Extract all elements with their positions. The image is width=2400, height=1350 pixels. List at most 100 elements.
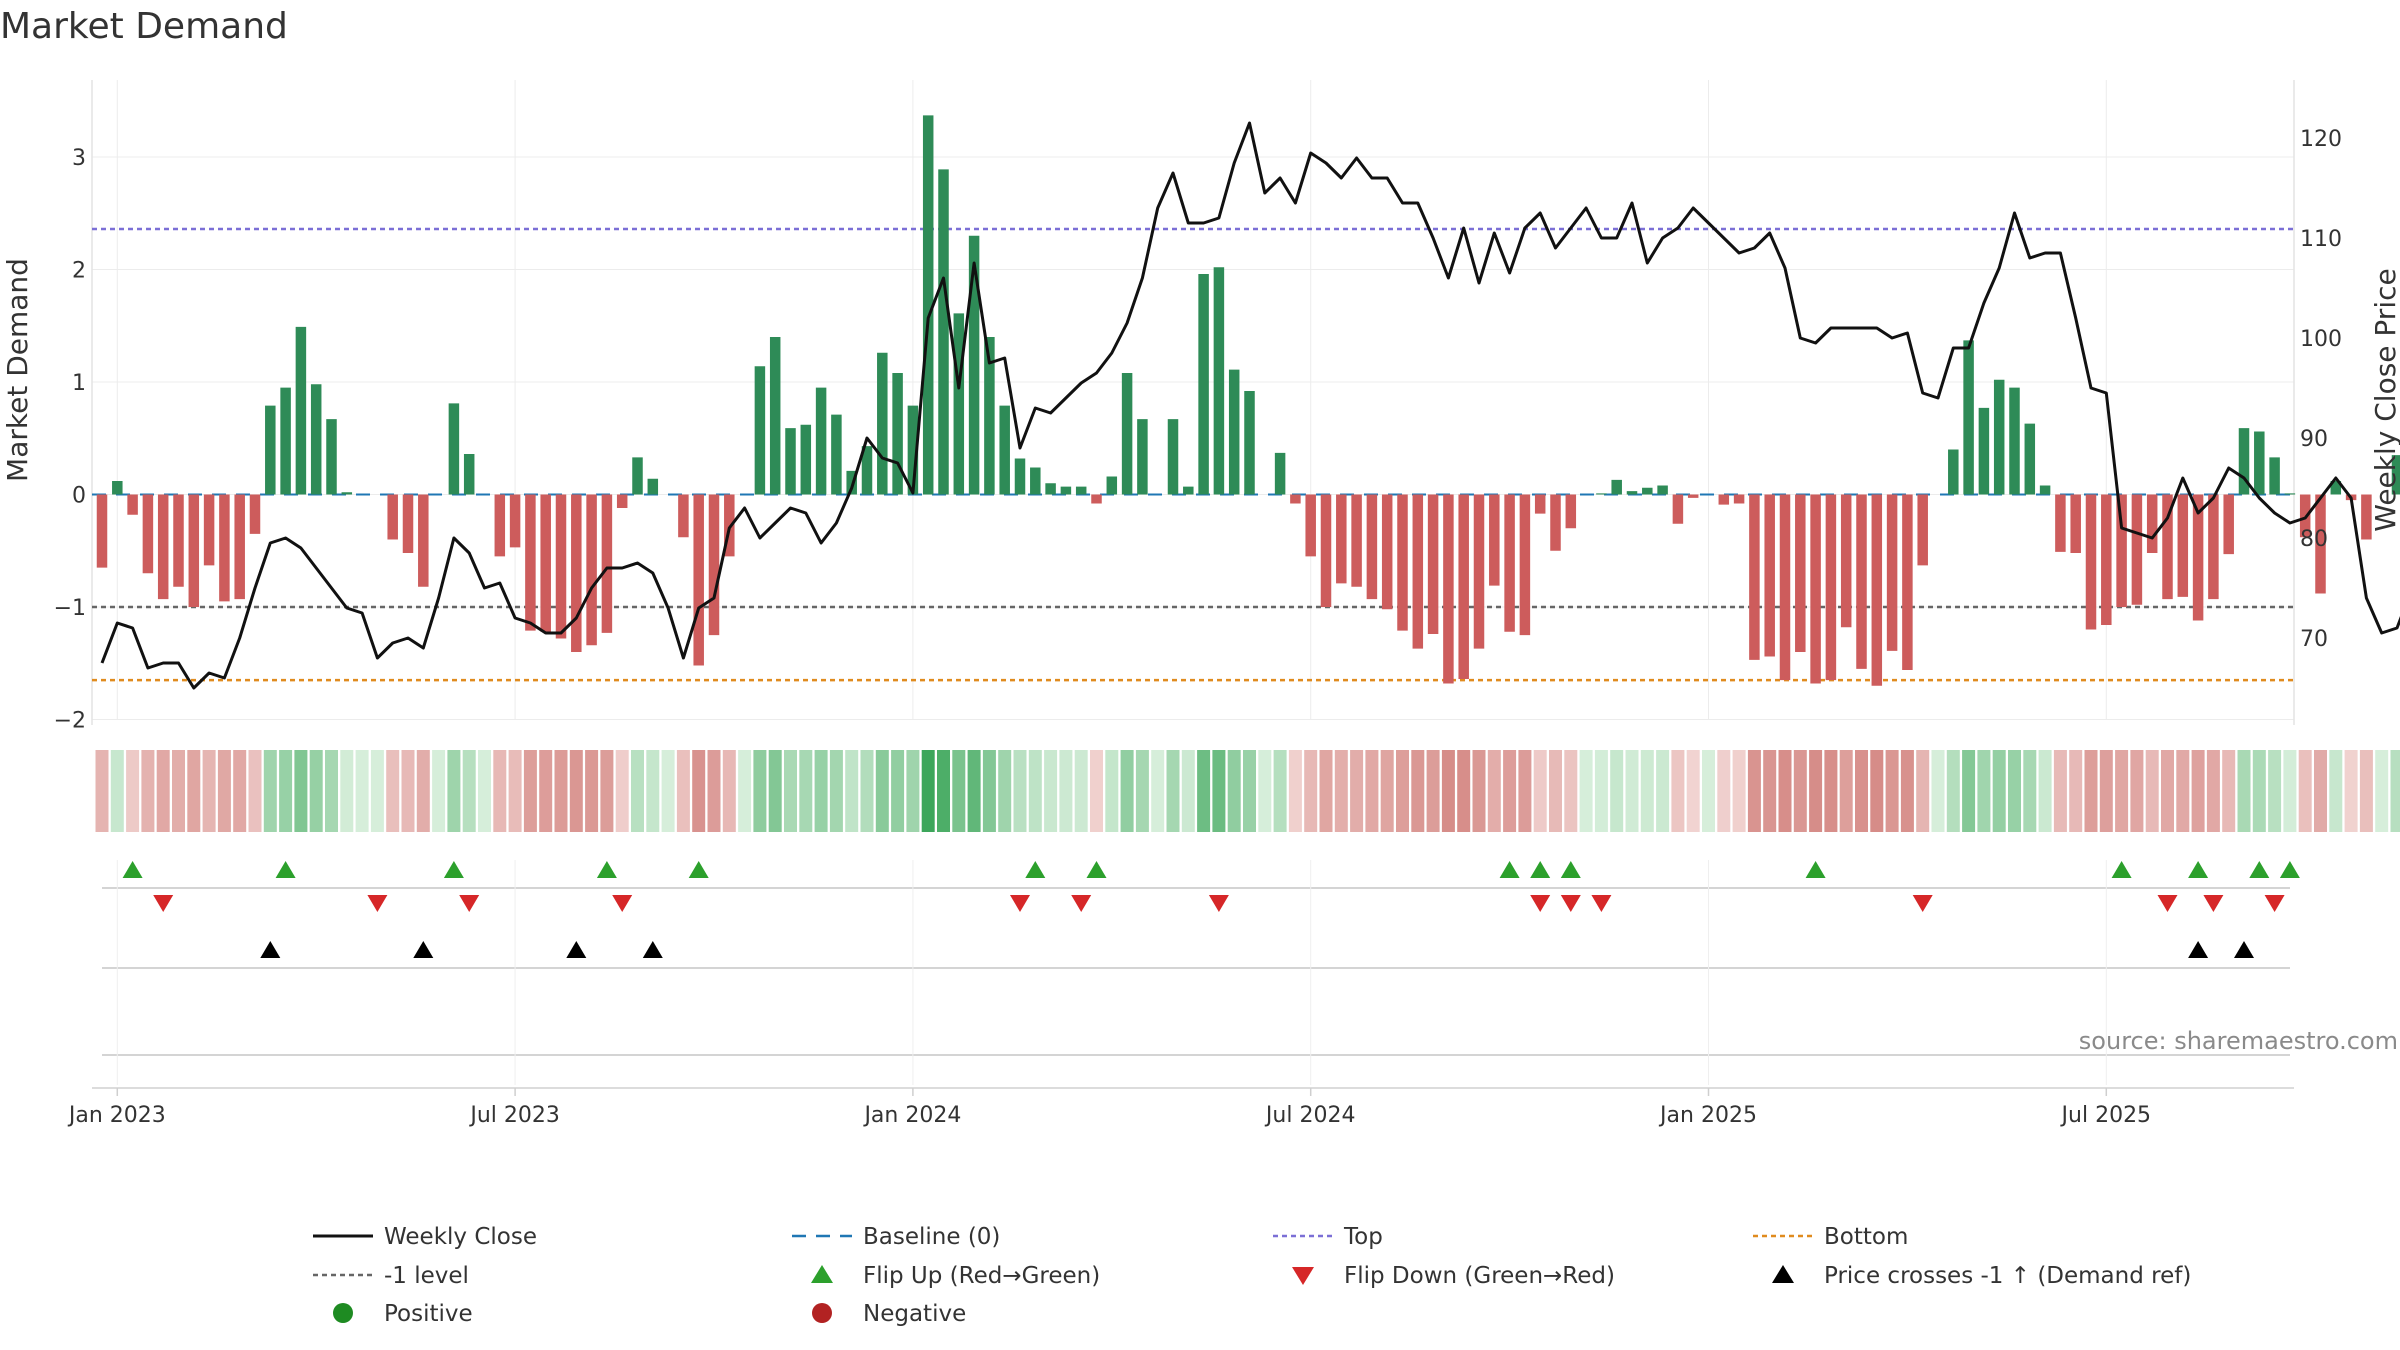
strip-cell xyxy=(2360,750,2373,832)
right-tick-label: 110 xyxy=(2300,227,2342,252)
strip-cell xyxy=(1702,750,1715,832)
cross-up-marker xyxy=(413,941,433,958)
strip-cell xyxy=(1090,750,1103,832)
strip-cell xyxy=(157,750,170,832)
demand-bar-positive xyxy=(1183,487,1194,495)
strip-cell xyxy=(1320,750,1333,832)
legend-label: -1 level xyxy=(384,1263,469,1289)
strip-cell xyxy=(1993,750,2006,832)
strip-cell xyxy=(998,750,1011,832)
strip-cell xyxy=(1442,750,1455,832)
demand-heat-strip xyxy=(96,750,2400,832)
strip-cell xyxy=(2283,750,2296,832)
flip-down-marker xyxy=(2203,895,2223,912)
flip-up-marker xyxy=(1561,861,1581,878)
strip-cell xyxy=(1564,750,1577,832)
strip-cell xyxy=(662,750,675,832)
demand-bar-negative xyxy=(1566,495,1577,529)
strip-cell xyxy=(2054,750,2067,832)
demand-bar-negative xyxy=(1749,495,1760,660)
legend-label: Negative xyxy=(863,1301,966,1327)
strip-cell xyxy=(2222,750,2235,832)
legend-label: Flip Down (Green→Red) xyxy=(1344,1263,1615,1289)
demand-bar-positive xyxy=(1107,477,1118,495)
strip-cell xyxy=(1779,750,1792,832)
strip-cell xyxy=(1182,750,1195,832)
demand-bar-positive xyxy=(1994,380,2005,495)
flip-up-marker xyxy=(276,861,296,878)
strip-cell xyxy=(172,750,185,832)
strip-cell xyxy=(1396,750,1409,832)
strip-cell xyxy=(249,750,262,832)
demand-bar-negative xyxy=(2101,495,2112,626)
flip-down-marker xyxy=(1010,895,1030,912)
strip-cell xyxy=(126,750,139,832)
right-tick-label: 90 xyxy=(2300,427,2328,452)
left-tick-label: 0 xyxy=(72,484,86,509)
strip-cell xyxy=(708,750,721,832)
strip-cell xyxy=(1870,750,1883,832)
demand-bar-negative xyxy=(1321,495,1332,608)
strip-cell xyxy=(325,750,338,832)
demand-bar-positive xyxy=(342,492,353,494)
legend-item-cross: Price crosses -1 ↑ (Demand ref) xyxy=(1772,1263,2191,1289)
flip-up-marker xyxy=(597,861,617,878)
strip-cell xyxy=(1717,750,1730,832)
demand-bar-positive xyxy=(2285,493,2296,494)
demand-bar-negative xyxy=(1550,495,1561,551)
strip-cell xyxy=(570,750,583,832)
strip-cell xyxy=(417,750,430,832)
strip-cell xyxy=(340,750,353,832)
strip-cell xyxy=(1641,750,1654,832)
strip-cell xyxy=(1228,750,1241,832)
strip-cell xyxy=(264,750,277,832)
strip-cell xyxy=(1136,750,1149,832)
strip-cell xyxy=(2238,750,2251,832)
demand-bar-negative xyxy=(1673,495,1684,524)
legend-item-minus_one: -1 level xyxy=(313,1263,469,1289)
strip-cell xyxy=(784,750,797,832)
strip-cell xyxy=(952,750,965,832)
strip-cell xyxy=(891,750,904,832)
legend-swatch xyxy=(1292,1267,1314,1285)
left-tick-label: 1 xyxy=(72,371,86,396)
strip-cell xyxy=(493,750,506,832)
strip-cell xyxy=(386,750,399,832)
strip-cell xyxy=(2085,750,2098,832)
demand-bar-positive xyxy=(1963,340,1974,494)
demand-bar-positive xyxy=(831,415,842,495)
strip-cell xyxy=(2146,750,2159,832)
strip-cell xyxy=(1503,750,1516,832)
demand-bar-negative xyxy=(602,495,613,633)
demand-bar-positive xyxy=(2009,388,2020,495)
demand-bar-negative xyxy=(250,495,261,534)
demand-bar-negative xyxy=(219,495,230,602)
flip-up-marker xyxy=(1087,861,1107,878)
demand-bars xyxy=(97,115,2400,685)
strip-cell xyxy=(96,750,109,832)
strip-cell xyxy=(1167,750,1180,832)
legend-label: Bottom xyxy=(1824,1224,1908,1250)
demand-bar-negative xyxy=(97,495,108,568)
demand-bar-negative xyxy=(1688,495,1699,498)
demand-bar-negative xyxy=(571,495,582,653)
flip-up-marker xyxy=(1530,861,1550,878)
market-demand-chart: Market Demand 3210−1−2 120110100908070 M… xyxy=(0,0,2400,1350)
strip-cell xyxy=(1427,750,1440,832)
cross-up-marker xyxy=(2234,941,2254,958)
demand-bar-positive xyxy=(265,406,276,495)
strip-cell xyxy=(539,750,552,832)
legend-item-line: Weekly Close xyxy=(313,1224,537,1250)
legend-label: Positive xyxy=(384,1301,473,1327)
demand-bar-positive xyxy=(648,479,659,495)
strip-cell xyxy=(2192,750,2205,832)
strip-cell xyxy=(1197,750,1210,832)
demand-bar-negative xyxy=(617,495,628,509)
strip-cell xyxy=(1916,750,1929,832)
strip-cell xyxy=(1473,750,1486,832)
demand-bar-negative xyxy=(1397,495,1408,631)
x-axis-ticks: Jan 2023 Jul 2023 Jan 2024 Jul 2024 Jan 2025… xyxy=(67,1088,2151,1128)
strip-cell xyxy=(723,750,736,832)
strip-cell xyxy=(2176,750,2189,832)
strip-cell xyxy=(2391,750,2400,832)
